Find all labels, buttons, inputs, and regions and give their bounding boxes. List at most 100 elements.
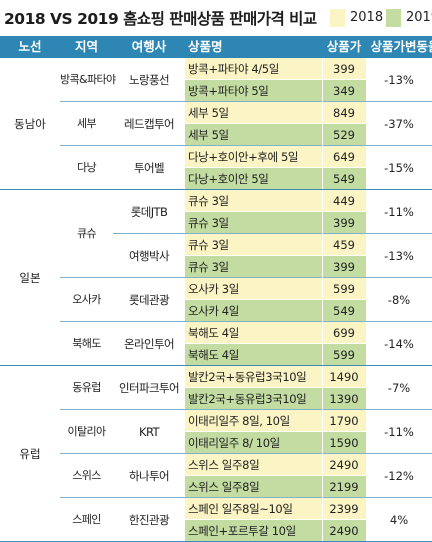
row-grid-line (185, 167, 366, 168)
area-divider (60, 321, 432, 322)
product-name: 세부 5일 (185, 102, 322, 124)
row-grid-line (185, 211, 366, 212)
product-name: 북해도 4일 (185, 344, 322, 366)
header-change: 상품가변동율 (370, 39, 432, 54)
route-label: 일본 (19, 271, 41, 285)
product-name: 큐슈 3일 (185, 190, 322, 212)
area-label: 동유럽 (72, 381, 101, 394)
area-label: 세부 (76, 117, 97, 130)
agency-label: 롯데관광 (129, 293, 170, 307)
route-label: 유럽 (19, 447, 41, 461)
price-value: 449 (322, 190, 366, 212)
price-value: 599 (322, 278, 366, 300)
product-name: 스위스 일주8일 (185, 476, 322, 498)
row-grid-line (185, 475, 366, 476)
change-value: -14% (384, 337, 414, 351)
row-grid-line (185, 299, 366, 300)
price-value: 1590 (322, 432, 366, 454)
change-value: -37% (384, 117, 414, 131)
price-column-line (322, 58, 323, 190)
legend-label-2019: 2019 (406, 10, 432, 25)
header-route: 노선 (18, 39, 42, 54)
price-value: 399 (322, 256, 366, 278)
legend-swatch-2018 (330, 9, 345, 27)
header-area: 지역 (74, 39, 98, 54)
header-product: 상품명 (188, 39, 223, 54)
row-grid-line (185, 79, 366, 80)
legend-label-2018: 2018 (350, 10, 384, 25)
row-grid-line (185, 431, 366, 432)
agency-label: 여행박사 (129, 249, 170, 263)
product-name: 이태리일주 8/ 10일 (185, 432, 322, 454)
price-value: 699 (322, 322, 366, 344)
product-name: 스위스 일주8일 (185, 454, 322, 476)
change-value: -13% (384, 73, 414, 87)
change-value: -12% (384, 469, 414, 483)
area-label: 큐슈 (76, 227, 97, 240)
title-bar: 2018 VS 2019 홈쇼핑 판매상품 판매가격 비교 2018 2019 (0, 0, 432, 34)
agency-label: 롯데JTB (130, 205, 168, 219)
product-name: 스페인 일주8일~10일 (185, 498, 322, 520)
price-value: 549 (322, 168, 366, 190)
region-divider (0, 365, 432, 366)
price-value: 2199 (322, 476, 366, 498)
price-value: 399 (322, 212, 366, 234)
area-label: 스페인 (72, 513, 101, 526)
product-name: 큐슈 3일 (185, 212, 322, 234)
agency-label: 인터파크투어 (119, 381, 179, 395)
area-divider (60, 145, 432, 146)
product-name: 세부 5일 (185, 124, 322, 146)
product-name: 방콕+파타야 4/5일 (185, 58, 322, 80)
agency-label: 온라인투어 (124, 337, 175, 351)
area-label: 오사카 (72, 293, 101, 306)
price-value: 2399 (322, 498, 366, 520)
price-column-line (322, 190, 323, 366)
area-divider (60, 101, 432, 102)
agency-label: 투어벨 (134, 161, 165, 175)
product-name: 오사카 4일 (185, 300, 322, 322)
price-value: 599 (322, 344, 366, 366)
product-name: 큐슈 3일 (185, 234, 322, 256)
price-value: 2490 (322, 520, 366, 542)
product-name: 방콕+파타야 5일 (185, 80, 322, 102)
area-divider (60, 453, 432, 454)
product-name: 다낭+호이안 5일 (185, 168, 322, 190)
product-name: 스페인+포르투갈 10일 (185, 520, 322, 542)
change-value: -11% (384, 205, 414, 219)
agency-label: 노랑풍선 (129, 73, 170, 87)
area-label: 북해도 (72, 337, 101, 350)
row-grid-line (185, 387, 366, 388)
change-value: 4% (389, 513, 409, 527)
route-label: 동남아 (14, 117, 46, 131)
change-value: -11% (384, 425, 414, 439)
region-divider (0, 189, 432, 190)
product-name: 북해도 4일 (185, 322, 322, 344)
product-name: 이태리일주 8일, 10일 (185, 410, 322, 432)
price-value: 2490 (322, 454, 366, 476)
change-value: -13% (384, 249, 414, 263)
agency-label: 하나투어 (129, 469, 170, 483)
page-title: 2018 VS 2019 홈쇼핑 판매상품 판매가격 비교 (4, 10, 317, 28)
agency-label: KRT (139, 425, 160, 439)
product-name: 큐슈 3일 (185, 256, 322, 278)
price-value: 1790 (322, 410, 366, 432)
area-label: 이탈리아 (67, 425, 106, 438)
price-column-line (322, 366, 323, 542)
header-price: 상품가 (326, 39, 362, 54)
header-agency: 여행사 (131, 39, 167, 54)
row-grid-line (185, 255, 366, 256)
area-label: 방콕&파타야 (60, 73, 116, 86)
price-value: 849 (322, 102, 366, 124)
change-value: -15% (384, 161, 414, 175)
price-value: 349 (322, 80, 366, 102)
change-value: -8% (387, 293, 411, 307)
row-grid-line (185, 519, 366, 520)
product-name: 오사카 3일 (185, 278, 322, 300)
row-grid-line (185, 343, 366, 344)
price-value: 459 (322, 234, 366, 256)
table-header: 노선 지역 여행사 상품명 상품가 상품가변동율 (0, 36, 432, 58)
price-value: 399 (322, 58, 366, 80)
area-divider (60, 277, 432, 278)
legend-swatch-2019 (386, 9, 401, 27)
product-name: 발칸2국+동유럽3국10일 (185, 366, 322, 388)
